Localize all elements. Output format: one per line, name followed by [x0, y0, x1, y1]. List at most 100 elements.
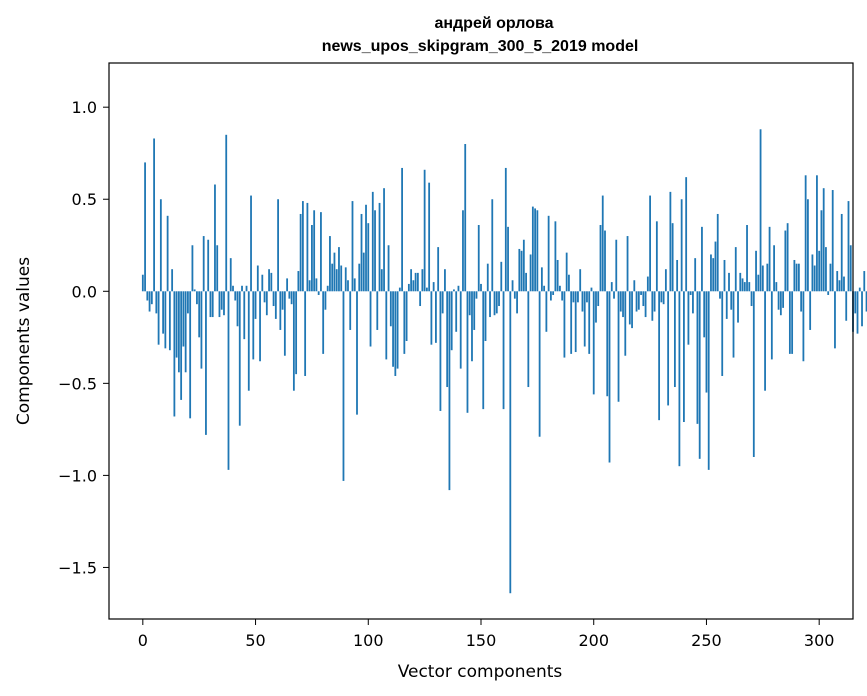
bar-244	[692, 291, 694, 314]
bar-14	[173, 291, 176, 417]
bar-48	[250, 195, 252, 292]
bar-273	[757, 274, 760, 292]
bar-180	[547, 215, 550, 292]
bar-242	[687, 291, 690, 345]
bar-202	[597, 291, 600, 307]
bar-201	[595, 291, 597, 323]
bar-114	[398, 287, 401, 292]
bar-248	[701, 226, 703, 292]
bar-61	[279, 291, 282, 330]
bar-84	[331, 263, 334, 292]
bar-303	[825, 247, 827, 292]
bar-191	[572, 291, 575, 303]
bar-34	[218, 291, 221, 318]
bar-276	[764, 291, 766, 391]
bar-163	[509, 291, 512, 594]
bar-69	[297, 271, 300, 292]
bar-123	[419, 291, 422, 307]
bar-148	[475, 291, 478, 299]
bar-137	[450, 291, 453, 351]
bar-285	[784, 230, 787, 292]
bar-59	[274, 291, 277, 319]
x-axis: 0 50 100 150 200 250 300	[138, 619, 834, 650]
x-axis-label: Vector components	[398, 662, 563, 682]
bar-88	[340, 265, 343, 292]
bar-39	[229, 258, 232, 292]
bar-192	[574, 291, 577, 353]
bar-225	[649, 195, 651, 292]
bar-286	[786, 223, 789, 292]
bar-126	[425, 287, 428, 292]
bar-79	[320, 212, 322, 292]
bar-318	[858, 287, 861, 292]
bar-158	[498, 291, 500, 307]
bar-0	[141, 274, 144, 292]
bar-220	[637, 291, 640, 310]
bar-263	[734, 247, 737, 292]
bar-251	[707, 291, 710, 470]
bar-233	[667, 291, 670, 406]
bar-235	[671, 223, 674, 292]
bar-283	[779, 291, 782, 316]
bar-145	[468, 291, 471, 316]
bar-64	[286, 278, 289, 292]
bar-193	[577, 291, 579, 303]
y-tick-label: −1.5	[58, 558, 97, 577]
bar-series	[141, 129, 867, 594]
bar-9	[162, 291, 165, 334]
bar-155	[491, 199, 494, 292]
bar-254	[714, 241, 717, 292]
bar-183	[554, 221, 557, 292]
bar-98	[362, 252, 365, 292]
bar-13	[171, 269, 174, 292]
bar-177	[540, 267, 543, 292]
bar-265	[739, 272, 742, 292]
bar-132	[439, 291, 442, 411]
bar-49	[252, 291, 255, 360]
bar-6	[155, 291, 158, 314]
bar-7	[157, 291, 160, 345]
bar-166	[516, 291, 518, 314]
bar-298	[813, 265, 816, 292]
bar-104	[376, 291, 379, 330]
bar-66	[290, 291, 293, 305]
bar-209	[613, 291, 615, 299]
bar-94	[353, 278, 356, 292]
bar-141	[459, 291, 462, 369]
bar-320	[863, 271, 866, 292]
bar-128	[430, 291, 433, 345]
bar-310	[840, 213, 843, 292]
bar-176	[538, 291, 541, 437]
bar-87	[338, 247, 340, 292]
bar-274	[759, 129, 762, 292]
chart-subtitle: news_upos_skipgram_300_5_2019 model	[322, 38, 639, 55]
bar-15	[175, 291, 178, 358]
bar-247	[698, 291, 701, 459]
bar-190	[570, 291, 573, 354]
bar-267	[743, 282, 746, 292]
bar-156	[493, 291, 496, 316]
bar-238	[678, 291, 681, 467]
bar-224	[646, 276, 649, 292]
bar-179	[545, 291, 548, 332]
bar-252	[710, 254, 712, 292]
bar-175	[536, 210, 539, 292]
bar-174	[534, 208, 537, 292]
bar-226	[651, 291, 654, 321]
bar-27	[202, 236, 205, 292]
bar-24	[196, 291, 198, 305]
bar-159	[500, 261, 503, 292]
bar-266	[741, 278, 744, 292]
bar-182	[552, 291, 555, 295]
bar-280	[773, 245, 775, 292]
bar-139	[455, 291, 458, 332]
bar-301	[820, 210, 823, 292]
bar-219	[635, 291, 638, 312]
x-tick-label: 150	[466, 631, 497, 650]
bar-30	[209, 291, 212, 318]
bar-107	[383, 188, 385, 292]
y-tick-label: −1.0	[58, 466, 97, 485]
bar-122	[416, 272, 419, 292]
bar-46	[245, 285, 248, 292]
bar-58	[272, 291, 275, 307]
